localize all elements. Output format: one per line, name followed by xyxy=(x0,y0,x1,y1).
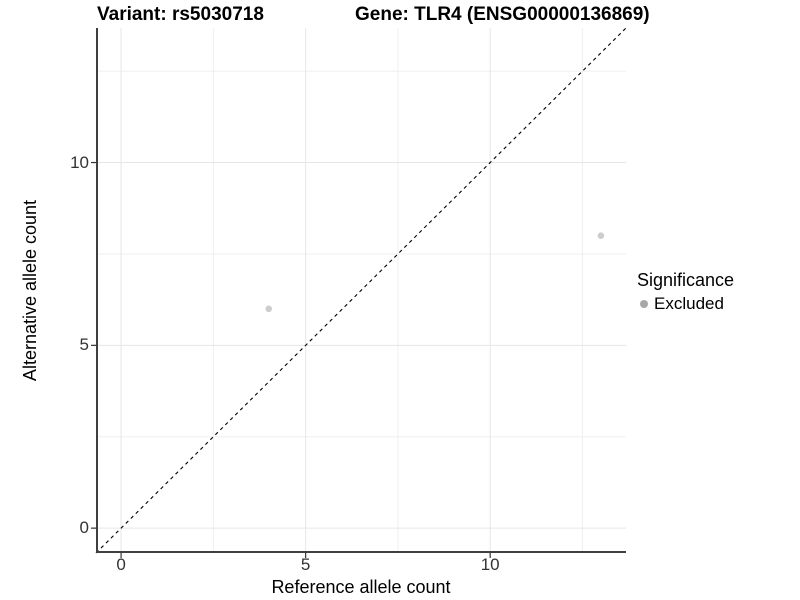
legend-title: Significance xyxy=(637,270,735,290)
plot-title-variant: Variant: rs5030718 xyxy=(97,4,264,25)
y-tick-label: 0 xyxy=(79,518,89,538)
x-axis-title: Reference allele count xyxy=(271,577,451,597)
plot-title-gene: Gene: TLR4 (ENSG00000136869) xyxy=(355,4,650,25)
identity-dashed-line xyxy=(95,27,627,554)
y-tick-label: 10 xyxy=(70,152,89,172)
legend-item-label: Excluded xyxy=(654,294,724,313)
x-tick-label: 0 xyxy=(116,555,126,574)
data-point xyxy=(597,232,605,239)
y-tick-label: 5 xyxy=(79,335,89,355)
plot-panel xyxy=(91,27,627,558)
y-axis-title: Alternative allele count xyxy=(20,199,40,382)
x-tick-label: 5 xyxy=(300,555,311,574)
scatter-canvas xyxy=(91,27,627,558)
legend: Significance Excluded xyxy=(637,270,734,314)
legend-item-excluded: Excluded xyxy=(637,294,734,314)
data-point xyxy=(265,305,273,313)
x-tick-label: 10 xyxy=(480,555,500,574)
excluded-point-marker-icon xyxy=(640,300,648,308)
